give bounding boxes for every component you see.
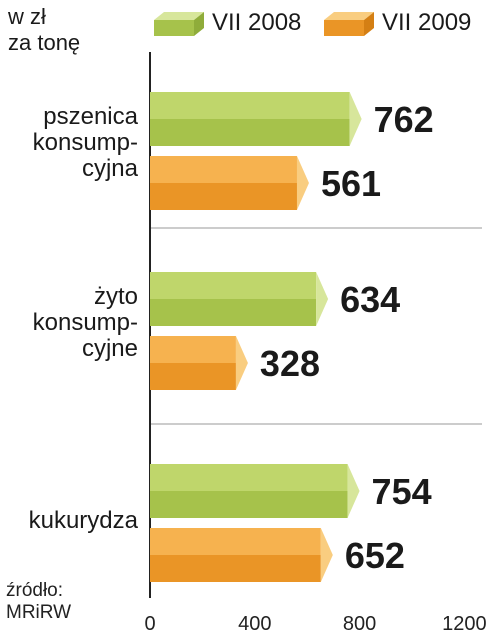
category-label-zyto: żyto konsump- cyjne [33,284,138,362]
bar-value-label: 652 [345,535,405,576]
category-label-pszenica: pszenica konsump- cyjna [33,104,138,182]
bar-top-face [150,272,317,299]
legend-swatch-2008-icon [154,12,204,36]
category-label-line: żyto [93,283,138,310]
bar-value-label: 561 [321,163,381,204]
category-label-line: konsump- [32,309,138,336]
category-label-line: pszenica [43,103,138,130]
legend-swatch-2009-icon [324,12,374,36]
x-tick-label: 1200 [442,613,487,635]
bar-front-face [150,119,350,146]
legend-item-2009: VII 2009 [320,8,471,38]
x-tick-label: 400 [238,613,271,635]
unit-label-line-2: za tonę [8,30,81,55]
bar-front-face [150,363,236,390]
bar-front-face [150,299,317,326]
bar-top-face [150,464,348,491]
bar-value-label: 634 [340,279,400,320]
bar-front-face [150,183,297,210]
category-label-line: cyjne [81,335,138,362]
source-line-1: źródło: [6,580,64,601]
category-label-kukurydza: kukurydza [29,508,138,534]
source-note: źródło: MRiRW [6,580,71,624]
bar-top-face [150,528,321,555]
bar-end-cap [349,92,362,146]
x-tick-label: 800 [343,613,376,635]
bar-value-label: 762 [374,99,434,140]
bar-top-face [150,336,236,363]
bar-end-cap [316,272,329,326]
bar-top-face [150,92,350,119]
source-line-2: MRiRW [6,602,72,623]
legend-label-2008: VII 2008 [212,9,302,36]
bar-top-face [150,156,297,183]
bar-end-cap [320,528,333,582]
category-label-line: konsump- [32,129,138,156]
x-tick-label: 0 [144,613,155,635]
bar-end-cap [347,464,360,518]
legend-label-2009: VII 2009 [382,9,472,36]
category-label-line: cyjna [81,155,138,182]
category-label-line: kukurydza [28,507,138,534]
bar-end-cap [235,336,248,390]
unit-label-line-1: w zł [8,4,46,29]
bar-front-face [150,555,321,582]
bar-value-label: 754 [372,471,432,512]
unit-label: w zł za tonę [8,4,80,56]
bar-front-face [150,491,348,518]
legend-item-2008: VII 2008 [150,8,301,38]
bar-value-label: 328 [260,343,320,384]
bar-end-cap [296,156,309,210]
